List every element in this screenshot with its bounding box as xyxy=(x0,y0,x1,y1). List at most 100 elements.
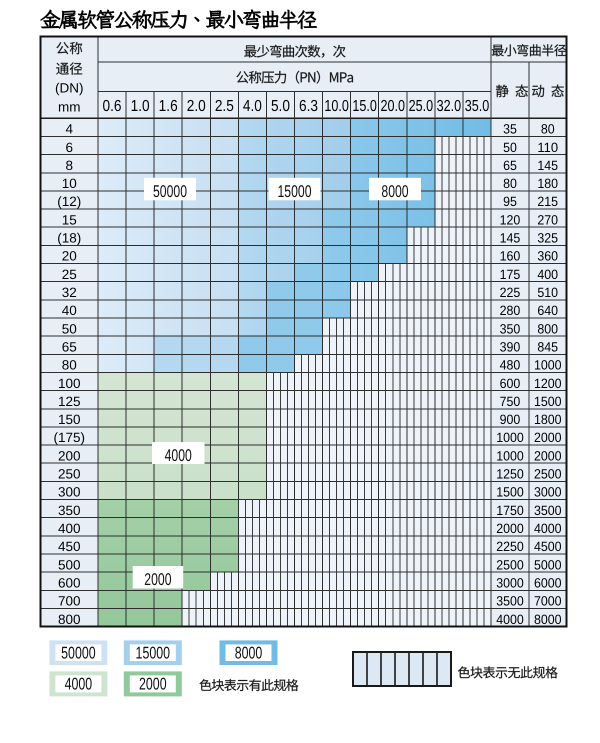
svg-text:250: 250 xyxy=(58,467,81,482)
svg-text:25.0: 25.0 xyxy=(409,98,434,115)
svg-text:300: 300 xyxy=(58,485,81,500)
svg-text:8000: 8000 xyxy=(381,182,408,201)
svg-text:400: 400 xyxy=(537,267,558,282)
svg-text:3500: 3500 xyxy=(496,594,524,609)
svg-text:1200: 1200 xyxy=(534,376,562,391)
svg-text:3000: 3000 xyxy=(496,575,524,590)
svg-text:10.0: 10.0 xyxy=(324,98,349,115)
svg-text:125: 125 xyxy=(58,394,81,409)
svg-text:600: 600 xyxy=(58,575,81,590)
svg-text:1750: 1750 xyxy=(496,503,524,518)
svg-text:3500: 3500 xyxy=(534,503,562,518)
svg-text:200: 200 xyxy=(58,448,81,463)
svg-text:4500: 4500 xyxy=(534,539,562,554)
svg-text:120: 120 xyxy=(500,212,521,227)
svg-text:225: 225 xyxy=(500,285,521,300)
svg-text:2.5: 2.5 xyxy=(215,98,234,115)
svg-text:20.0: 20.0 xyxy=(381,98,406,115)
svg-text:50000: 50000 xyxy=(61,644,96,663)
svg-text:750: 750 xyxy=(500,394,521,409)
svg-text:50: 50 xyxy=(503,140,517,155)
svg-text:1000: 1000 xyxy=(534,358,562,373)
svg-text:145: 145 xyxy=(500,231,521,246)
svg-text:150: 150 xyxy=(58,412,81,427)
svg-text:32.0: 32.0 xyxy=(437,98,462,115)
svg-text:450: 450 xyxy=(58,539,81,554)
svg-text:100: 100 xyxy=(58,376,81,391)
svg-text:32: 32 xyxy=(62,285,77,300)
svg-text:80: 80 xyxy=(503,176,517,191)
svg-text:20: 20 xyxy=(62,249,77,264)
svg-text:900: 900 xyxy=(500,412,521,427)
svg-text:160: 160 xyxy=(500,249,521,264)
svg-text:(175): (175) xyxy=(53,430,85,445)
svg-text:1800: 1800 xyxy=(534,412,562,427)
svg-text:4: 4 xyxy=(65,122,73,137)
svg-text:6: 6 xyxy=(65,140,73,155)
svg-text:800: 800 xyxy=(58,612,81,627)
svg-text:2000: 2000 xyxy=(534,430,562,445)
svg-text:1500: 1500 xyxy=(496,485,524,500)
svg-text:(18): (18) xyxy=(57,231,81,246)
svg-text:40: 40 xyxy=(62,303,77,318)
svg-text:1500: 1500 xyxy=(534,394,562,409)
svg-text:2000: 2000 xyxy=(496,521,524,536)
svg-text:8000: 8000 xyxy=(534,612,562,627)
svg-text:(DN): (DN) xyxy=(55,81,84,96)
svg-text:1000: 1000 xyxy=(496,430,524,445)
svg-text:640: 640 xyxy=(537,303,558,318)
svg-text:6000: 6000 xyxy=(534,575,562,590)
svg-text:50000: 50000 xyxy=(153,182,187,201)
svg-text:3000: 3000 xyxy=(534,485,562,500)
svg-text:2000: 2000 xyxy=(144,570,171,589)
svg-text:350: 350 xyxy=(500,321,521,336)
svg-text:95: 95 xyxy=(503,194,517,209)
svg-text:15000: 15000 xyxy=(278,182,312,201)
svg-text:2500: 2500 xyxy=(496,557,524,572)
svg-text:700: 700 xyxy=(58,594,81,609)
svg-text:8000: 8000 xyxy=(235,644,263,663)
svg-text:4.0: 4.0 xyxy=(243,98,262,115)
svg-text:0.6: 0.6 xyxy=(103,98,122,115)
svg-text:15.0: 15.0 xyxy=(352,98,377,115)
svg-text:480: 480 xyxy=(500,358,521,373)
svg-text:510: 510 xyxy=(537,285,558,300)
svg-text:350: 350 xyxy=(58,503,81,518)
svg-text:10: 10 xyxy=(62,176,77,191)
svg-text:2000: 2000 xyxy=(534,448,562,463)
svg-text:15000: 15000 xyxy=(136,644,171,663)
svg-text:8: 8 xyxy=(65,158,73,173)
svg-text:65: 65 xyxy=(62,339,77,354)
svg-text:1000: 1000 xyxy=(496,448,524,463)
svg-text:1250: 1250 xyxy=(496,467,524,482)
svg-text:65: 65 xyxy=(503,158,517,173)
svg-text:35.0: 35.0 xyxy=(465,98,490,115)
svg-text:215: 215 xyxy=(537,194,558,209)
svg-text:500: 500 xyxy=(58,557,81,572)
svg-text:6.3: 6.3 xyxy=(299,98,318,115)
svg-text:mm: mm xyxy=(58,100,81,115)
svg-text:400: 400 xyxy=(58,521,81,536)
svg-text:80: 80 xyxy=(62,358,77,373)
svg-text:4000: 4000 xyxy=(65,675,93,694)
svg-text:4000: 4000 xyxy=(165,446,192,465)
svg-text:2.0: 2.0 xyxy=(187,98,206,115)
svg-text:(12): (12) xyxy=(57,194,81,209)
svg-text:80: 80 xyxy=(541,122,555,137)
svg-text:110: 110 xyxy=(537,140,558,155)
svg-text:180: 180 xyxy=(537,176,558,191)
svg-text:845: 845 xyxy=(537,339,558,354)
svg-text:5.0: 5.0 xyxy=(271,98,290,115)
svg-text:145: 145 xyxy=(537,158,558,173)
svg-text:800: 800 xyxy=(537,321,558,336)
svg-text:4000: 4000 xyxy=(496,612,524,627)
svg-text:2250: 2250 xyxy=(496,539,524,554)
svg-text:360: 360 xyxy=(537,249,558,264)
svg-text:5000: 5000 xyxy=(534,557,562,572)
svg-text:2500: 2500 xyxy=(534,467,562,482)
svg-text:390: 390 xyxy=(500,339,521,354)
svg-text:270: 270 xyxy=(537,212,558,227)
svg-text:7000: 7000 xyxy=(534,594,562,609)
svg-text:25: 25 xyxy=(62,267,77,282)
svg-text:600: 600 xyxy=(500,376,521,391)
